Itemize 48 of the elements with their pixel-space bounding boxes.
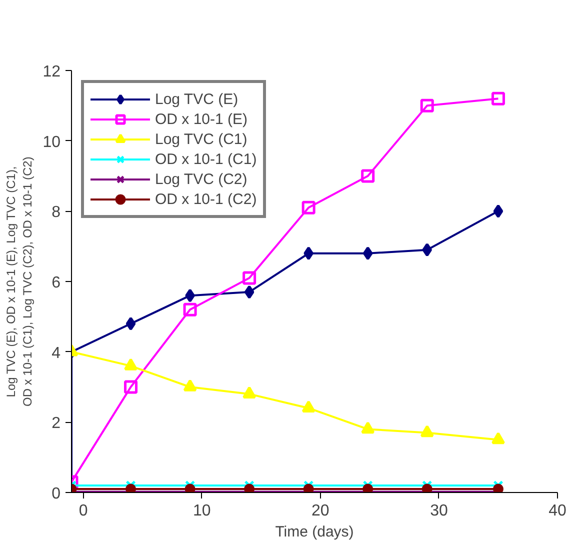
point: [492, 484, 504, 492]
point: [362, 484, 374, 492]
point: [242, 386, 256, 398]
legend-label: OD x 10-1 (C2): [155, 190, 257, 209]
y-tick-label: 4: [52, 344, 61, 362]
point: [304, 246, 314, 260]
point: [244, 285, 254, 299]
legend-label: OD x 10-1 (E): [155, 110, 248, 129]
point: [362, 246, 373, 260]
x-tick-label: 10: [192, 502, 211, 520]
point: [126, 484, 136, 492]
y-tick-label: 8: [52, 204, 61, 222]
legend-label: Log TVC (C2): [155, 170, 248, 189]
point: [420, 98, 434, 112]
point: [124, 358, 138, 370]
point: [303, 484, 314, 492]
x-tick-label: 30: [430, 502, 448, 520]
legend-label: OD x 10-1 (C1): [155, 150, 257, 169]
point: [242, 271, 256, 285]
point: [493, 204, 504, 218]
point: [124, 380, 138, 394]
point: [184, 484, 196, 492]
point: [420, 425, 434, 438]
x-axis-title: Time (days): [275, 524, 354, 540]
y-axis-title: Log TVC (E), OD x 10-1 (E), Log TVC (C1), OD x 10-1 (C1), Log TVC (C2), OD x 10-1 (C2): [4, 156, 35, 407]
point: [183, 302, 197, 316]
legend-label: Log TVC (E): [155, 90, 238, 109]
point: [302, 400, 316, 413]
x-tick-label: 0: [78, 502, 88, 520]
x-tick-label: 40: [548, 502, 566, 520]
point: [302, 200, 316, 214]
x-tick-label: 20: [312, 502, 330, 520]
legend-label: Log TVC (C1): [155, 130, 248, 149]
point: [361, 169, 375, 183]
point: [183, 379, 197, 392]
point: [422, 484, 432, 492]
y-tick-label: 0: [52, 486, 61, 502]
point: [361, 422, 375, 434]
point: [244, 484, 255, 492]
point: [126, 316, 136, 330]
y-tick-label: 12: [42, 64, 61, 80]
point: [422, 243, 432, 257]
y-tick-label: 6: [52, 274, 61, 292]
y-tick-label: 2: [52, 415, 61, 432]
y-tick-label: 10: [42, 134, 61, 151]
point: [491, 432, 505, 444]
point: [185, 288, 195, 302]
point: [491, 92, 505, 106]
